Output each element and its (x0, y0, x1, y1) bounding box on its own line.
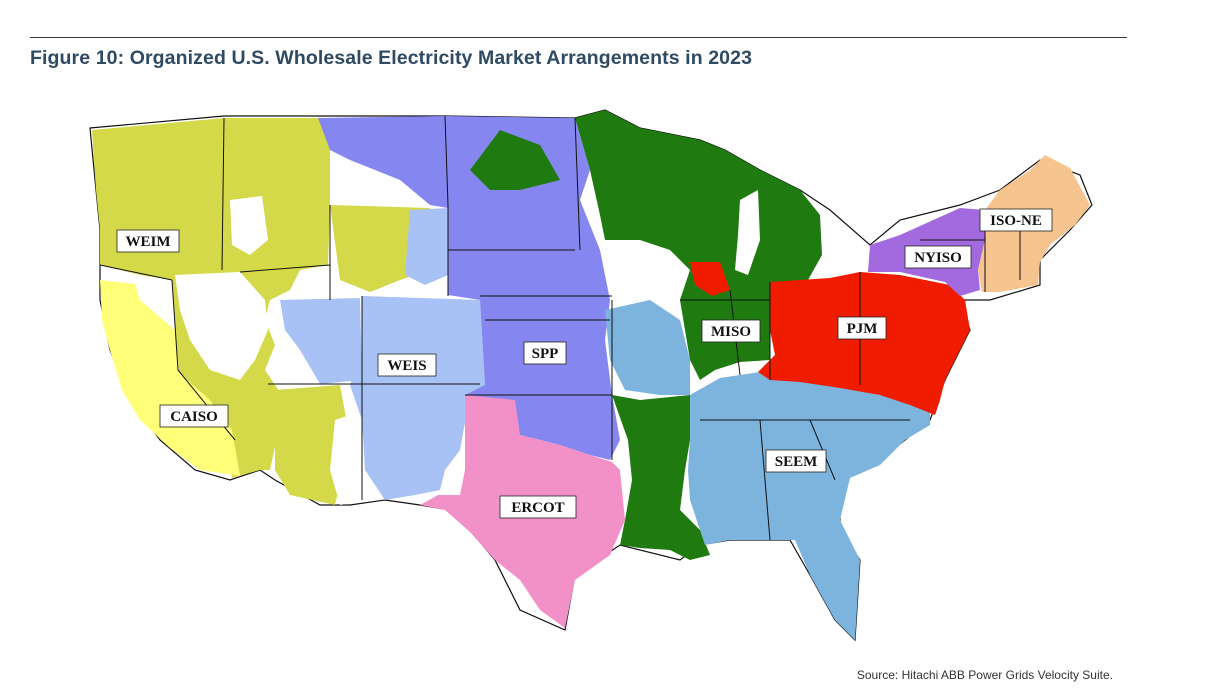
svg-text:ERCOT: ERCOT (511, 500, 564, 516)
label-ercot: ERCOT (499, 495, 577, 519)
svg-text:WEIS: WEIS (387, 358, 426, 374)
region-weim-wy (330, 205, 430, 292)
region-seem-mo (605, 300, 690, 395)
region-weis-wy (405, 208, 448, 285)
svg-text:WEIM: WEIM (126, 234, 171, 250)
region-seem (688, 372, 930, 640)
region-weis (350, 296, 485, 500)
label-seem: SEEM (765, 449, 827, 473)
figure-title: Figure 10: Organized U.S. Wholesale Elec… (30, 47, 753, 69)
svg-text:MISO: MISO (711, 324, 751, 340)
region-pjm (758, 272, 970, 415)
lake-michigan (735, 190, 760, 275)
label-weis: WEIS (377, 353, 437, 377)
state-borders (99, 115, 1021, 541)
non-market-id (230, 196, 268, 255)
svg-text:SPP: SPP (532, 346, 559, 362)
region-weis-ut (280, 298, 362, 384)
svg-text:SEEM: SEEM (775, 454, 818, 470)
region-pjm-il (690, 262, 730, 296)
region-weim-east (275, 385, 350, 505)
svg-text:PJM: PJM (847, 321, 878, 337)
svg-text:CAISO: CAISO (170, 409, 218, 425)
label-isone: ISO-NE (979, 208, 1053, 232)
svg-text:NYISO: NYISO (914, 250, 962, 266)
region-miso-north (575, 110, 822, 380)
label-weim: WEIM (116, 229, 180, 253)
label-pjm: PJM (837, 316, 887, 340)
svg-text:ISO-NE: ISO-NE (990, 213, 1042, 229)
source-note: Source: Hitachi ABB Power Grids Velocity… (856, 668, 1113, 682)
region-spp (318, 116, 620, 460)
label-caiso: CAISO (159, 404, 229, 428)
label-miso: MISO (701, 319, 761, 343)
label-nyiso: NYISO (904, 245, 972, 269)
region-miso-south (612, 395, 710, 560)
title-rule (30, 37, 1127, 38)
non-market-nv (175, 272, 268, 380)
region-miso-nd (470, 130, 560, 190)
label-spp: SPP (523, 341, 567, 365)
